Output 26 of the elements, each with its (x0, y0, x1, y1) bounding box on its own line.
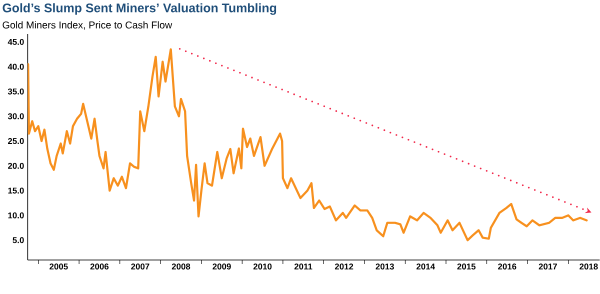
y-tick-label: 30.0 (8, 113, 24, 120)
x-tick-label: 2010 (253, 264, 272, 270)
chart-subtitle: Gold Miners Index, Price to Cash Flow (2, 21, 172, 30)
y-tick-label: 45.0 (8, 38, 24, 45)
y-tick-label: 15.0 (8, 188, 24, 194)
x-tick-label: 2016 (498, 264, 516, 270)
line-series (28, 48, 588, 242)
x-tick-label: 2006 (90, 264, 109, 270)
x-tick-label: 2015 (457, 264, 476, 270)
chart-title: Gold’s Slump Sent Miners’ Valuation Tumbling (2, 3, 276, 15)
x-tick-label: 2011 (294, 264, 312, 270)
x-tick-label: 2009 (212, 264, 231, 270)
y-tick-label: 40.0 (8, 64, 24, 70)
y-tick-label: 25.0 (8, 138, 24, 144)
x-tick-label: 2017 (538, 264, 557, 270)
x-tick-label: 2008 (172, 264, 190, 270)
y-tick-label: 20.0 (8, 162, 24, 169)
x-tick-label: 2013 (376, 264, 394, 270)
x-tick-label: 2005 (50, 264, 68, 270)
x-tick-label: 2012 (334, 264, 354, 270)
x-tick-label: 2014 (416, 264, 435, 270)
x-tick-label: 2007 (131, 264, 150, 270)
y-tick-label: 5.0 (12, 237, 24, 244)
x-tick-label: 2018 (580, 264, 598, 270)
y-tick-label: 35.0 (8, 88, 24, 94)
y-tick-label: 10.0 (8, 212, 24, 218)
